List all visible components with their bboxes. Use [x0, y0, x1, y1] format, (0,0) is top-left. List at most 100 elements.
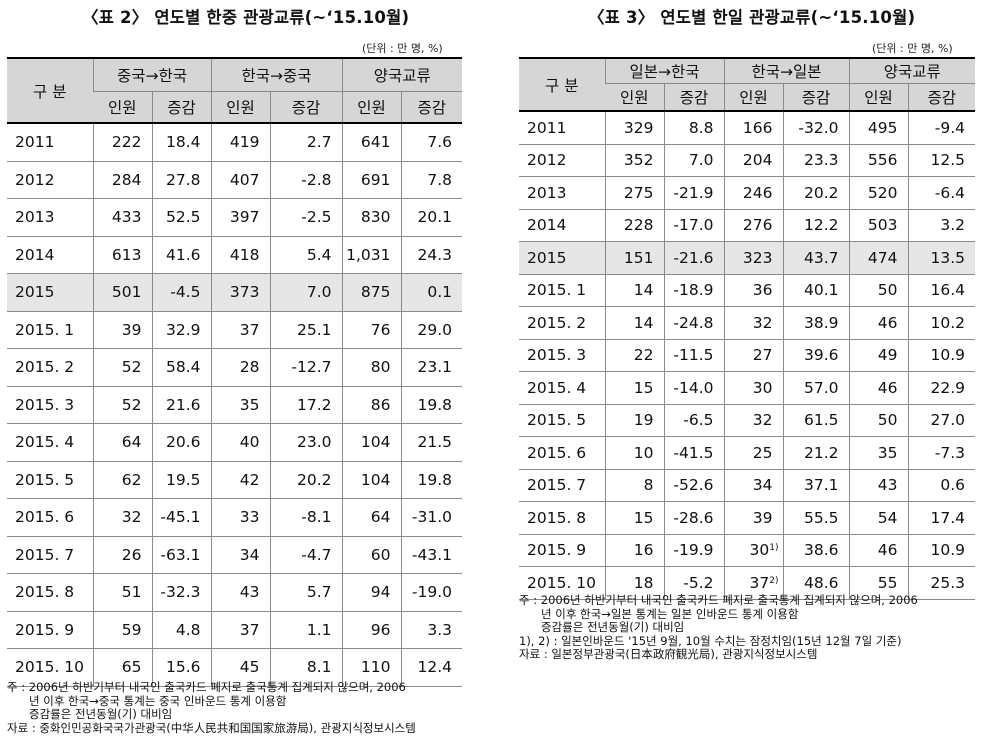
change-cell: 7.6 — [400, 123, 463, 162]
cell-value: -31.0 — [411, 508, 453, 527]
cell-value: 0.6 — [940, 476, 966, 495]
cell-value: 60 — [370, 545, 391, 564]
cell-value: 12.4 — [417, 658, 453, 677]
count-cell: 25 — [723, 436, 783, 470]
cell-value: 38.6 — [803, 541, 839, 560]
cell-value: -19.9 — [673, 541, 714, 560]
table3-note-line: 주 : 2006년 하반기부터 내국인 출국카드 폐지로 출국통계 집계되지 않… — [519, 593, 918, 607]
cell-value: 397 — [229, 208, 260, 227]
table2-gubun-header: 구 분 — [7, 57, 93, 124]
table2-sub-header: 인원 — [210, 91, 270, 124]
cell-value: 36 — [752, 281, 773, 300]
change-cell: 24.3 — [400, 236, 463, 274]
cell-value: 830 — [360, 208, 391, 227]
row-label: 2013 — [7, 198, 93, 237]
cell-value: 30 — [752, 378, 773, 397]
cell-value: 43.7 — [803, 248, 839, 267]
cell-value: 55 — [877, 573, 898, 592]
count-cell: 64 — [92, 423, 152, 462]
cell-value: 12.5 — [930, 151, 966, 170]
table3-row: 2013 275 -21.9 246 20.2 520 -6.4 — [519, 176, 976, 210]
count-cell: 32 — [723, 404, 783, 437]
change-cell: -17.0 — [663, 209, 724, 242]
count-cell: 10 — [604, 436, 664, 470]
table2-row: 2015. 2 52 58.4 28 -12.7 80 23.1 — [7, 348, 463, 387]
cell-value: 503 — [867, 216, 898, 235]
change-cell: 55.5 — [782, 501, 849, 535]
count-cell: 15 — [604, 371, 664, 405]
change-cell: 27.8 — [151, 161, 211, 199]
change-cell: 18.4 — [151, 123, 211, 162]
table2-sub-header: 증감 — [400, 91, 463, 124]
table2-note-line: 주 : 2006년 하반기부터 내국인 출국카드 폐지로 출국통계 집계되지 않… — [7, 680, 406, 694]
cell-value: 52 — [121, 358, 142, 377]
change-cell: 7.0 — [663, 144, 724, 177]
cell-value: 80 — [370, 358, 391, 377]
cell-value: 50 — [877, 281, 898, 300]
count-cell: 204 — [723, 144, 783, 177]
cell-value: 0.1 — [427, 283, 453, 302]
cell-value: 18.4 — [165, 133, 201, 152]
row-label: 2015. 2 — [7, 348, 93, 387]
cell-value: 5.4 — [306, 245, 332, 264]
row-label: 2015. 1 — [519, 274, 605, 307]
cell-value: 16 — [633, 541, 654, 560]
change-cell: 22.9 — [907, 371, 976, 405]
count-cell: 14 — [604, 306, 664, 340]
cell-value: 38.9 — [803, 313, 839, 332]
count-cell: 373 — [210, 273, 270, 312]
count-cell: 104 — [341, 423, 401, 462]
cell-value: -43.1 — [411, 545, 453, 564]
table3-row: 2015. 6 10 -41.5 25 21.2 35 -7.3 — [519, 436, 976, 470]
cell-value: 65 — [121, 658, 142, 677]
change-cell: 20.2 — [782, 176, 849, 210]
cell-value: 613 — [111, 245, 142, 264]
cell-value: -21.6 — [673, 248, 714, 267]
cell-value: 59 — [121, 620, 142, 639]
row-label: 2015. 9 — [519, 534, 605, 567]
count-cell: 30 — [723, 371, 783, 405]
row-label: 2015. 5 — [7, 461, 93, 499]
change-cell: 32.9 — [151, 311, 211, 349]
table3-footnote-line: 1), 2) : 일본인바운드 '15년 9월, 10월 수치는 잠정치임(15… — [519, 633, 902, 648]
change-cell: 19.8 — [400, 461, 463, 499]
cell-value: 418 — [229, 245, 260, 264]
cell-value: 26 — [121, 545, 142, 564]
row-label: 2014 — [7, 236, 93, 274]
count-cell: 372) — [723, 566, 783, 600]
change-cell: -24.8 — [663, 306, 724, 340]
cell-value: 46 — [877, 541, 898, 560]
row-label: 2015 — [519, 241, 605, 275]
cell-value: 54 — [877, 508, 898, 527]
cell-value: 23.0 — [296, 433, 332, 452]
change-cell: -8.1 — [269, 498, 342, 537]
cell-value: 22.9 — [930, 378, 966, 397]
cell-value: 39 — [121, 320, 142, 339]
cell-value: 52.5 — [165, 208, 201, 227]
change-cell: -52.6 — [663, 469, 724, 502]
cell-value: 57.0 — [803, 378, 839, 397]
row-label: 2015. 8 — [519, 501, 605, 535]
table2-row: 2015. 3 52 21.6 35 17.2 86 19.8 — [7, 386, 463, 424]
change-cell: 37.1 — [782, 469, 849, 502]
change-cell: 61.5 — [782, 404, 849, 437]
change-cell: 40.1 — [782, 274, 849, 307]
table2-row: 2015 501 -4.5 373 7.0 875 0.1 — [7, 273, 463, 312]
count-cell: 55 — [848, 566, 908, 600]
cell-value: 104 — [360, 433, 391, 452]
change-cell: 29.0 — [400, 311, 463, 349]
cell-value: 28 — [239, 358, 260, 377]
change-cell: 25.1 — [269, 311, 342, 349]
cell-value: -28.6 — [673, 508, 714, 527]
change-cell: 21.5 — [400, 423, 463, 462]
count-cell: 32 — [92, 498, 152, 537]
table3-group-header: 한국→일본 — [723, 57, 849, 84]
count-cell: 8 — [604, 469, 664, 502]
cell-value: 55.5 — [803, 508, 839, 527]
cell-value: 204 — [742, 151, 773, 170]
cell-value: 94 — [370, 583, 391, 602]
cell-value: -52.6 — [673, 476, 714, 495]
cell-value: -9.4 — [934, 118, 966, 137]
cell-value: 352 — [623, 151, 654, 170]
count-cell: 556 — [848, 144, 908, 177]
